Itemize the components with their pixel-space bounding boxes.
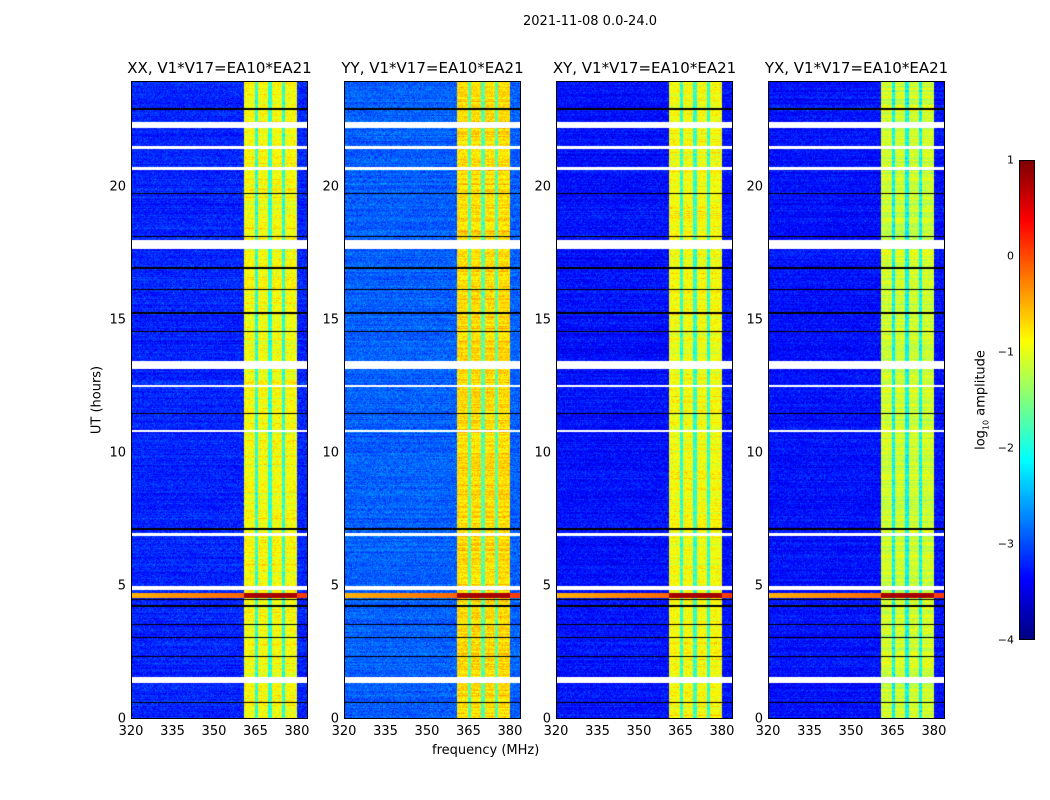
x-tick-label: 365 <box>456 724 481 739</box>
heatmap-panel-3 <box>768 81 945 719</box>
colorbar-tick-label: 1 <box>1007 153 1014 167</box>
y-tick-label: 20 <box>746 179 763 195</box>
y-tick-label: 15 <box>322 312 339 328</box>
heatmap-panel-2 <box>556 81 733 719</box>
panel-title: YY, V1*V17=EA10*EA21 <box>341 59 524 77</box>
y-tick-label: 10 <box>322 445 339 461</box>
y-tick-label: 5 <box>754 578 763 594</box>
heatmap-cells <box>769 82 944 718</box>
x-tick-label: 350 <box>201 724 227 739</box>
y-tick-label: 10 <box>109 445 126 461</box>
x-tick-label: 335 <box>585 724 610 739</box>
y-tick-label: 10 <box>534 445 551 461</box>
x-tick-label: 350 <box>626 724 652 739</box>
x-tick-label: 320 <box>543 724 569 739</box>
colorbar-label-sub: 10 <box>981 419 991 431</box>
x-tick-label: 335 <box>160 724 185 739</box>
colorbar-tick-label: −2 <box>997 441 1014 455</box>
colorbar <box>1019 160 1035 640</box>
y-tick-label: 20 <box>109 179 126 195</box>
y-tick-label: 0 <box>117 711 126 727</box>
heatmap-cells <box>132 82 307 718</box>
colorbar-tick-label: −4 <box>997 633 1014 647</box>
colorbar-label-rest: amplitude <box>973 350 989 420</box>
y-tick-label: 5 <box>330 578 339 594</box>
heatmap-panel-0 <box>131 81 308 719</box>
y-tick-label: 15 <box>534 312 551 328</box>
y-tick-label: 20 <box>534 179 551 195</box>
x-tick-label: 350 <box>414 724 440 739</box>
colorbar-gradient <box>1020 161 1034 639</box>
x-tick-label: 365 <box>880 724 905 739</box>
colorbar-tick-label: 0 <box>1007 249 1014 263</box>
y-axis-label: UT (hours) <box>89 365 105 435</box>
panel-title: XY, V1*V17=EA10*EA21 <box>552 59 737 77</box>
y-tick-label: 10 <box>746 445 763 461</box>
y-tick-label: 0 <box>754 711 763 727</box>
colorbar-tick-label: −3 <box>997 537 1014 551</box>
y-tick-label: 20 <box>322 179 339 195</box>
y-tick-label: 15 <box>746 312 763 328</box>
x-tick-label: 365 <box>668 724 693 739</box>
x-tick-label: 335 <box>797 724 822 739</box>
x-tick-label: 320 <box>118 724 144 739</box>
x-tick-label: 320 <box>755 724 781 739</box>
y-tick-label: 5 <box>117 578 126 594</box>
y-tick-label: 15 <box>109 312 126 328</box>
x-tick-label: 365 <box>243 724 268 739</box>
x-tick-label: 380 <box>709 724 735 739</box>
panel-title: XX, V1*V17=EA10*EA21 <box>127 59 312 77</box>
y-tick-label: 5 <box>542 578 551 594</box>
panel-title: YX, V1*V17=EA10*EA21 <box>764 59 949 77</box>
heatmap-cells <box>557 82 732 718</box>
heatmap-panel-1 <box>344 81 521 719</box>
figure-title: 2021-11-08 0.0-24.0 <box>523 14 657 29</box>
y-tick-label: 0 <box>330 711 339 727</box>
x-tick-label: 350 <box>838 724 864 739</box>
y-tick-label: 0 <box>542 711 551 727</box>
colorbar-label: log10 amplitude <box>974 350 991 450</box>
heatmap-cells <box>345 82 520 718</box>
x-tick-label: 380 <box>284 724 310 739</box>
x-tick-label: 335 <box>373 724 398 739</box>
x-tick-label: 380 <box>497 724 523 739</box>
x-tick-label: 380 <box>921 724 947 739</box>
x-axis-label: frequency (MHz) <box>432 743 540 758</box>
colorbar-tick-label: −1 <box>997 345 1014 359</box>
x-tick-label: 320 <box>331 724 357 739</box>
